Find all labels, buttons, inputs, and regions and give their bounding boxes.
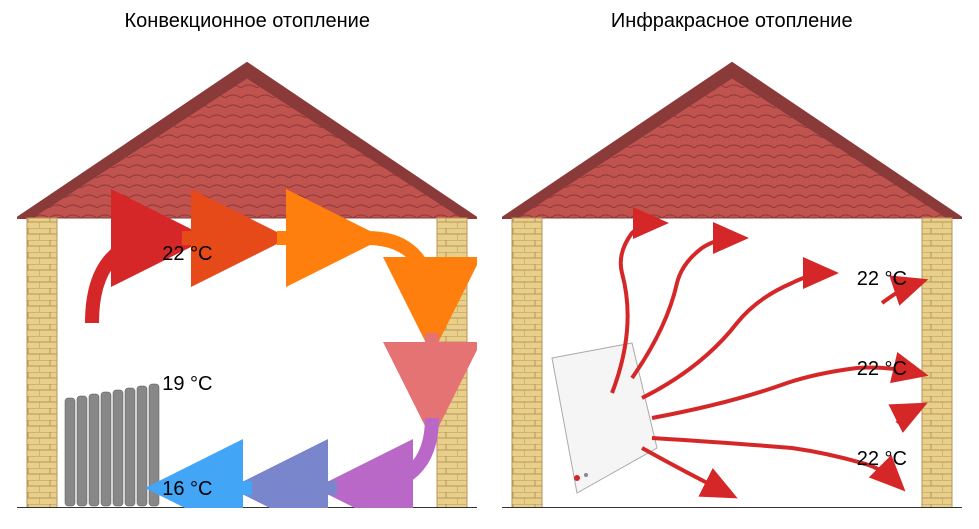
radiator-icon xyxy=(65,384,159,506)
temperature-label: 22 °C xyxy=(857,448,907,471)
convection-arrow xyxy=(367,238,432,313)
infrared-panel: Инфракрасное отопление xyxy=(495,10,970,519)
temperature-label: 22 °C xyxy=(857,358,907,381)
convection-svg xyxy=(17,48,477,508)
temperature-label: 16 °C xyxy=(162,478,212,501)
diagram-container: Конвекционное отопление xyxy=(0,0,979,529)
infrared-title: Инфракрасное отопление xyxy=(611,10,853,33)
convection-house: 22 °C 19 °C 16 °C xyxy=(17,48,477,508)
infrared-wave xyxy=(642,448,727,493)
temperature-label: 19 °C xyxy=(162,373,212,396)
infrared-wave xyxy=(632,238,737,378)
convection-arrow xyxy=(357,418,432,488)
infrared-house: 22 °C 22 °C 22 °C xyxy=(502,48,962,508)
convection-panel: Конвекционное отопление xyxy=(10,10,485,519)
convection-arrow xyxy=(92,238,167,323)
infrared-wave xyxy=(897,408,917,423)
temperature-label: 22 °C xyxy=(857,268,907,291)
temperature-label: 22 °C xyxy=(162,243,212,266)
convection-title: Конвекционное отопление xyxy=(125,10,370,33)
